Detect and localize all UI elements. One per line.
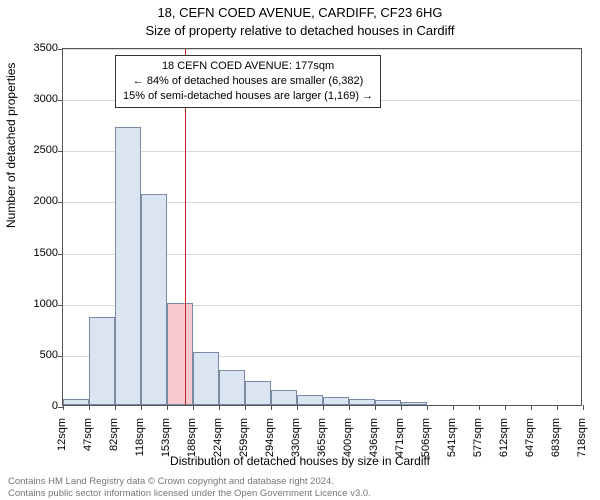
histogram-bar: [219, 370, 245, 405]
x-tick-label: 541sqm: [446, 418, 458, 468]
x-tick-mark: [167, 405, 168, 410]
grid-line: [63, 49, 581, 50]
x-tick-mark: [479, 405, 480, 410]
chart-title-line2: Size of property relative to detached ho…: [0, 22, 600, 40]
x-tick-label: 47sqm: [82, 418, 94, 468]
x-tick-label: 612sqm: [498, 418, 510, 468]
y-tick-label: 2500: [18, 144, 58, 156]
histogram-bar: [193, 352, 219, 405]
x-tick-mark: [583, 405, 584, 410]
x-tick-label: 118sqm: [134, 418, 146, 468]
x-tick-mark: [115, 405, 116, 410]
x-tick-label: 153sqm: [160, 418, 172, 468]
x-tick-mark: [401, 405, 402, 410]
x-tick-mark: [141, 405, 142, 410]
x-tick-label: 365sqm: [316, 418, 328, 468]
y-axis-label: Number of detached properties: [4, 63, 18, 228]
x-tick-mark: [453, 405, 454, 410]
histogram-bar: [297, 395, 323, 405]
histogram-bar: [349, 399, 375, 405]
histogram-bar: [323, 397, 349, 405]
x-tick-mark: [297, 405, 298, 410]
x-tick-label: 647sqm: [524, 418, 536, 468]
x-tick-label: 718sqm: [576, 418, 588, 468]
y-tick-label: 500: [18, 349, 58, 361]
chart-title-block: 18, CEFN COED AVENUE, CARDIFF, CF23 6HG …: [0, 0, 600, 39]
callout-line3: 15% of semi-detached houses are larger (…: [123, 89, 373, 104]
x-tick-mark: [89, 405, 90, 410]
histogram-bar: [115, 127, 141, 405]
footer-line2: Contains public sector information licen…: [8, 488, 371, 500]
chart-title-line1: 18, CEFN COED AVENUE, CARDIFF, CF23 6HG: [0, 4, 600, 22]
x-tick-mark: [427, 405, 428, 410]
x-tick-label: 506sqm: [420, 418, 432, 468]
x-tick-label: 577sqm: [472, 418, 484, 468]
callout-box: 18 CEFN COED AVENUE: 177sqm ← 84% of det…: [115, 55, 381, 108]
x-tick-mark: [557, 405, 558, 410]
x-tick-label: 294sqm: [264, 418, 276, 468]
histogram-bar: [271, 390, 297, 405]
x-tick-label: 400sqm: [342, 418, 354, 468]
y-tick-label: 0: [18, 400, 58, 412]
y-tick-label: 2000: [18, 195, 58, 207]
x-tick-label: 330sqm: [290, 418, 302, 468]
x-tick-label: 259sqm: [238, 418, 250, 468]
x-tick-label: 12sqm: [56, 418, 68, 468]
histogram-bar: [167, 303, 193, 405]
x-tick-mark: [271, 405, 272, 410]
chart-plot-area: 18 CEFN COED AVENUE: 177sqm ← 84% of det…: [62, 48, 582, 406]
x-tick-mark: [63, 405, 64, 410]
x-tick-mark: [505, 405, 506, 410]
x-tick-label: 224sqm: [212, 418, 224, 468]
x-tick-mark: [219, 405, 220, 410]
x-tick-label: 683sqm: [550, 418, 562, 468]
histogram-bar: [245, 381, 271, 405]
y-tick-label: 1000: [18, 298, 58, 310]
histogram-bar: [375, 400, 401, 405]
x-tick-mark: [193, 405, 194, 410]
footer-attribution: Contains HM Land Registry data © Crown c…: [8, 476, 371, 500]
x-tick-mark: [323, 405, 324, 410]
histogram-bar: [89, 317, 115, 405]
x-tick-label: 471sqm: [394, 418, 406, 468]
x-tick-mark: [245, 405, 246, 410]
histogram-bar: [401, 402, 427, 405]
x-tick-mark: [375, 405, 376, 410]
y-tick-label: 3500: [18, 42, 58, 54]
y-tick-label: 1500: [18, 247, 58, 259]
callout-line2: ← 84% of detached houses are smaller (6,…: [123, 74, 373, 89]
x-tick-mark: [349, 405, 350, 410]
histogram-bar: [141, 194, 167, 405]
x-tick-label: 82sqm: [108, 418, 120, 468]
x-tick-mark: [531, 405, 532, 410]
callout-line1: 18 CEFN COED AVENUE: 177sqm: [123, 59, 373, 74]
x-tick-label: 188sqm: [186, 418, 198, 468]
x-tick-label: 436sqm: [368, 418, 380, 468]
histogram-bar: [63, 399, 89, 405]
footer-line1: Contains HM Land Registry data © Crown c…: [8, 476, 371, 488]
y-tick-label: 3000: [18, 93, 58, 105]
